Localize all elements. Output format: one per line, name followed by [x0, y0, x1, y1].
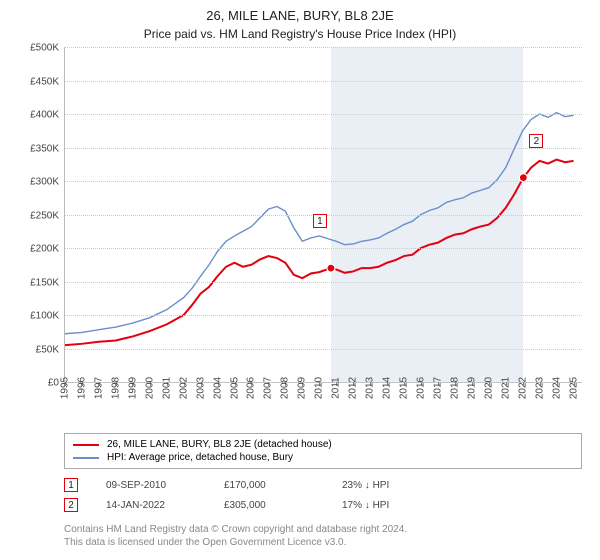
- gridline: £100K: [65, 315, 582, 316]
- gridline: £150K: [65, 282, 582, 283]
- page-title: 26, MILE LANE, BURY, BL8 2JE: [16, 8, 584, 23]
- chart: £0 £50K £100K £150K £200K £250K £300K £350K £400…: [16, 47, 584, 427]
- sales-table: 1 09-SEP-2010 £170,000 23% ↓ HPI 2 14-JAN-202…: [16, 475, 584, 515]
- y-axis-label: £250K: [30, 210, 59, 221]
- legend-swatch: [73, 457, 99, 459]
- x-axis-label: 2004: [212, 377, 223, 399]
- y-axis-label: £200K: [30, 244, 59, 255]
- x-axis-label: 2010: [314, 377, 325, 399]
- footnote: Contains HM Land Registry data © Crown c…: [64, 523, 584, 549]
- sale-flag-icon: 2: [64, 498, 78, 512]
- x-axis-label: 2019: [466, 377, 477, 399]
- x-axis-label: 2020: [483, 377, 494, 399]
- sale-delta: 17% ↓ HPI: [342, 500, 432, 511]
- x-axis-label: 2024: [551, 377, 562, 399]
- sale-price: £305,000: [224, 500, 314, 511]
- sale-delta: 23% ↓ HPI: [342, 480, 432, 491]
- y-axis-label: £150K: [30, 277, 59, 288]
- x-axis-label: 2007: [263, 377, 274, 399]
- sale-row: 2 14-JAN-2022 £305,000 17% ↓ HPI: [16, 495, 584, 515]
- x-axis-label: 2016: [415, 377, 426, 399]
- x-axis-label: 1998: [110, 377, 121, 399]
- y-axis-label: £450K: [30, 76, 59, 87]
- x-axis-label: 1995: [60, 377, 71, 399]
- x-axis-label: 2012: [348, 377, 359, 399]
- x-axis-label: 2021: [500, 377, 511, 399]
- sale-flag: 2: [529, 134, 543, 148]
- y-axis-label: £500K: [30, 43, 59, 54]
- y-axis-label: £0: [48, 378, 59, 389]
- series-line-red: [65, 160, 574, 346]
- sale-flag-icon: 1: [64, 478, 78, 492]
- legend: 26, MILE LANE, BURY, BL8 2JE (detached h…: [64, 433, 582, 469]
- gridline: £400K: [65, 114, 582, 115]
- gridline: £500K: [65, 47, 582, 48]
- x-axis-label: 2022: [517, 377, 528, 399]
- x-axis-label: 1997: [93, 377, 104, 399]
- sale-date: 09-SEP-2010: [106, 480, 196, 491]
- x-axis-label: 2009: [297, 377, 308, 399]
- legend-label: HPI: Average price, detached house, Bury: [107, 452, 293, 463]
- x-axis-label: 2001: [161, 377, 172, 399]
- x-axis-label: 2000: [144, 377, 155, 399]
- gridline: £300K: [65, 181, 582, 182]
- x-axis-label: 2015: [399, 377, 410, 399]
- chart-subtitle: Price paid vs. HM Land Registry's House …: [16, 27, 584, 41]
- sale-flag: 1: [313, 214, 327, 228]
- y-axis-label: £300K: [30, 177, 59, 188]
- x-axis-label: 1999: [127, 377, 138, 399]
- y-axis-label: £100K: [30, 311, 59, 322]
- legend-swatch: [73, 444, 99, 446]
- sale-date: 14-JAN-2022: [106, 500, 196, 511]
- x-axis-label: 2002: [178, 377, 189, 399]
- x-axis-label: 2005: [229, 377, 240, 399]
- legend-label: 26, MILE LANE, BURY, BL8 2JE (detached h…: [107, 439, 332, 450]
- sale-row: 1 09-SEP-2010 £170,000 23% ↓ HPI: [16, 475, 584, 495]
- footnote-line: This data is licensed under the Open Gov…: [64, 536, 584, 549]
- x-axis-label: 2008: [280, 377, 291, 399]
- x-axis-label: 2017: [432, 377, 443, 399]
- x-axis-label: 2023: [534, 377, 545, 399]
- gridline: £50K: [65, 349, 582, 350]
- legend-item-price-paid: 26, MILE LANE, BURY, BL8 2JE (detached h…: [73, 438, 573, 451]
- sale-price: £170,000: [224, 480, 314, 491]
- y-axis-label: £50K: [36, 344, 59, 355]
- y-axis-label: £350K: [30, 143, 59, 154]
- y-axis-label: £400K: [30, 110, 59, 121]
- gridline: £350K: [65, 148, 582, 149]
- x-axis-label: 2003: [195, 377, 206, 399]
- x-axis-label: 2013: [365, 377, 376, 399]
- x-axis-label: 2018: [449, 377, 460, 399]
- gridline: £450K: [65, 81, 582, 82]
- x-axis-label: 2014: [382, 377, 393, 399]
- gridline: £200K: [65, 248, 582, 249]
- x-axis-label: 2025: [568, 377, 579, 399]
- x-axis-label: 2006: [246, 377, 257, 399]
- sale-marker: [327, 264, 335, 272]
- footnote-line: Contains HM Land Registry data © Crown c…: [64, 523, 584, 536]
- x-axis-label: 2011: [331, 377, 342, 399]
- legend-item-hpi: HPI: Average price, detached house, Bury: [73, 451, 573, 464]
- x-axis-label: 1996: [76, 377, 87, 399]
